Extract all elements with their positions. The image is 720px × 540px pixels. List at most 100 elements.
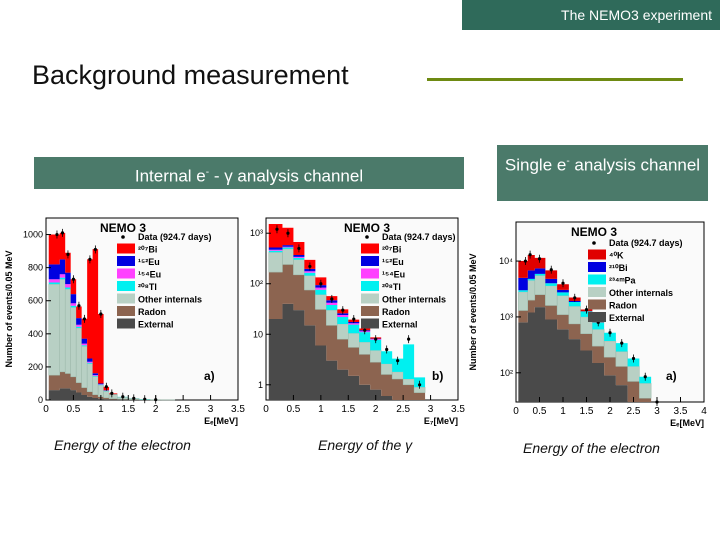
legend-swatch: [588, 312, 606, 322]
chart-panel-c: 0 0.5 1 1.5 2 2.5 3 3.5 4 10² 10³ 10⁴ Eₑ[MeV] Number …: [468, 221, 707, 428]
x-tick-label: 2.5: [396, 404, 410, 415]
data-point: [561, 281, 565, 285]
stack-external: [268, 303, 393, 400]
data-point: [60, 231, 65, 235]
data-point: [55, 232, 59, 237]
y-axis-label: Number of events/0.05 MeV: [4, 250, 14, 367]
data-point: [297, 246, 301, 251]
legend-label: Other internals: [382, 295, 446, 305]
x-tick-label: 2.5: [176, 404, 190, 415]
data-point: [549, 268, 553, 272]
legend-swatch: [117, 293, 135, 304]
x-tick-label: 1.5: [341, 404, 355, 415]
data-point: [341, 308, 345, 312]
legend-swatch: [361, 318, 379, 329]
data-point: [363, 328, 367, 332]
y-tick-label: 10²: [250, 279, 263, 289]
x-axis-label: E₇[MeV]: [424, 416, 458, 426]
legend-label: ²⁰⁷Bi: [138, 245, 157, 255]
legend-label: Other internals: [609, 288, 673, 298]
legend-swatch: [588, 299, 606, 310]
channel-left-suffix: - γ analysis channel: [209, 166, 364, 186]
channel-label-right: Single e- analysis channel: [497, 145, 708, 201]
data-point: [88, 257, 92, 261]
legend-marker: [365, 235, 369, 239]
y-tick-label: 0: [38, 395, 43, 405]
stack-external: [48, 388, 140, 400]
data-point: [584, 308, 589, 312]
x-tick-label: 3: [208, 404, 214, 415]
stack-radon: [518, 294, 652, 402]
stack-eu152: [48, 259, 110, 391]
data-point: [66, 252, 70, 256]
x-tick-label: 4: [701, 406, 707, 417]
x-tick-label: 1: [98, 404, 104, 415]
slide-title: Background measurement: [32, 60, 349, 90]
data-point: [643, 375, 647, 379]
x-tick-label: 0: [513, 406, 519, 417]
x-tick-label: 3: [654, 406, 660, 417]
data-point: [77, 304, 81, 308]
experiment-label: The NEMO3 experiment: [462, 0, 720, 30]
y-tick-label: 800: [28, 263, 43, 273]
legend-swatch: [117, 256, 135, 266]
y-tick-label: 200: [28, 362, 43, 372]
legend-label: ²⁰⁷Bi: [382, 245, 401, 255]
caption-c: Energy of the electron: [523, 440, 660, 456]
stack-external: [518, 307, 628, 402]
data-point: [407, 337, 411, 341]
x-tick-label: 2.5: [627, 406, 641, 417]
legend-label: ⁴⁰K: [609, 251, 624, 261]
data-point: [121, 395, 125, 399]
channel-left-prefix: Internal e: [134, 166, 206, 186]
legend-label: ²¹⁰Bi: [609, 263, 628, 273]
legend-swatch: [117, 318, 135, 329]
x-tick-label: 3.5: [674, 406, 688, 417]
stack-k40: [518, 255, 605, 323]
channel-right-sup: -: [566, 156, 570, 167]
data-point: [418, 383, 422, 387]
legend-label: Data (924.7 days): [609, 238, 683, 248]
stack-radon: [48, 371, 151, 400]
legend-label: Radon: [138, 307, 166, 317]
y-tick-label: 600: [28, 296, 43, 306]
data-point: [631, 356, 636, 361]
legend-label: Data (924.7 days): [138, 232, 212, 242]
panel-label: b): [432, 369, 443, 383]
x-tick-label: 3.5: [451, 404, 465, 415]
y-tick-label: 10: [253, 329, 263, 339]
title-rule: [427, 78, 683, 81]
data-point: [104, 385, 108, 389]
legend-label: Radon: [609, 301, 637, 311]
x-tick-label: 2: [153, 404, 159, 415]
data-point: [275, 227, 279, 231]
data-point: [71, 277, 76, 281]
legend-label: ²⁰⁸Tl: [382, 282, 401, 292]
legend-swatch: [117, 243, 135, 254]
legend-label: ²³⁴ᵐPa: [609, 276, 637, 286]
y-tick-label: 10³: [250, 228, 263, 238]
data-point: [523, 259, 527, 263]
stack-radon: [268, 264, 426, 400]
legend-swatch: [117, 306, 135, 316]
data-point: [82, 317, 86, 321]
data-point: [537, 257, 542, 261]
data-point: [143, 397, 147, 401]
legend-label: ¹⁵⁴Eu: [138, 270, 161, 280]
chart-title: NEMO 3: [100, 221, 146, 235]
data-point: [573, 296, 577, 300]
y-tick-label: 10³: [500, 312, 513, 322]
data-point: [385, 347, 389, 352]
x-tick-label: 2: [373, 404, 379, 415]
legend-swatch: [588, 262, 606, 272]
chart-panel-a: 0 0.5 1 1.5 2 2.5 3 3.5 0 200 400 600 800 1000 Eₑ[MeV]…: [4, 217, 245, 426]
data-point: [396, 359, 400, 363]
legend-label: ²⁰⁸Tl: [138, 282, 157, 292]
x-tick-label: 1.5: [580, 406, 594, 417]
legend-marker: [121, 235, 125, 239]
x-tick-label: 0: [263, 404, 269, 415]
chart-panel-b: 0 0.5 1 1.5 2 2.5 3 3.5 1 10 10² 10³ E₇[MeV] NEMO 3Da…: [250, 217, 465, 426]
panel-label: a): [666, 369, 677, 383]
data-point: [319, 282, 323, 286]
legend-swatch: [361, 256, 379, 266]
